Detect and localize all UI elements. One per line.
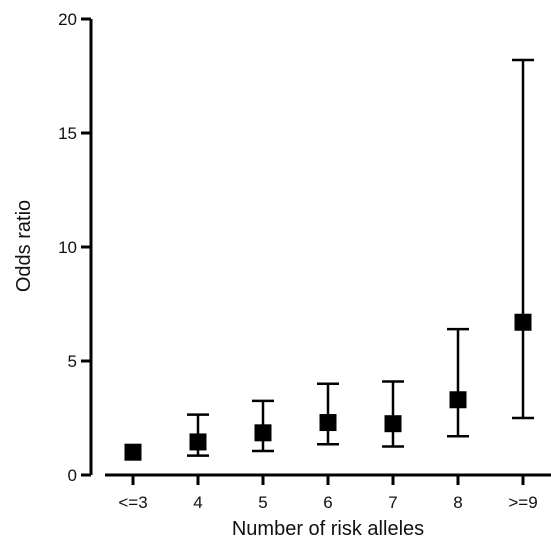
x-axis-title: Number of risk alleles xyxy=(232,518,424,540)
y-axis-title: Odds ratio xyxy=(13,200,35,292)
data-marks xyxy=(124,58,534,461)
x-tick-label: 4 xyxy=(193,493,202,512)
x-tick-label: 8 xyxy=(453,493,462,512)
x-tick-label: >=9 xyxy=(508,493,537,512)
y-tick-label: 5 xyxy=(68,352,77,371)
data-point xyxy=(254,424,272,442)
y-tick-label: 0 xyxy=(68,466,77,485)
axes: 0 5 10 15 20 <=3 4 5 6 7 8 >=9 xyxy=(58,10,551,512)
y-tick-label: 15 xyxy=(58,124,77,143)
data-point xyxy=(384,415,402,433)
y-tick-label: 10 xyxy=(58,238,77,257)
x-tick-label: <=3 xyxy=(118,493,147,512)
data-point xyxy=(189,433,207,451)
y-tick-label: 20 xyxy=(58,10,77,29)
x-tick-label: 6 xyxy=(323,493,332,512)
data-point xyxy=(319,414,337,432)
x-tick-label: 5 xyxy=(258,493,267,512)
data-point xyxy=(514,313,532,331)
data-point xyxy=(124,443,142,461)
x-tick-label: 7 xyxy=(388,493,397,512)
data-point xyxy=(449,391,467,409)
